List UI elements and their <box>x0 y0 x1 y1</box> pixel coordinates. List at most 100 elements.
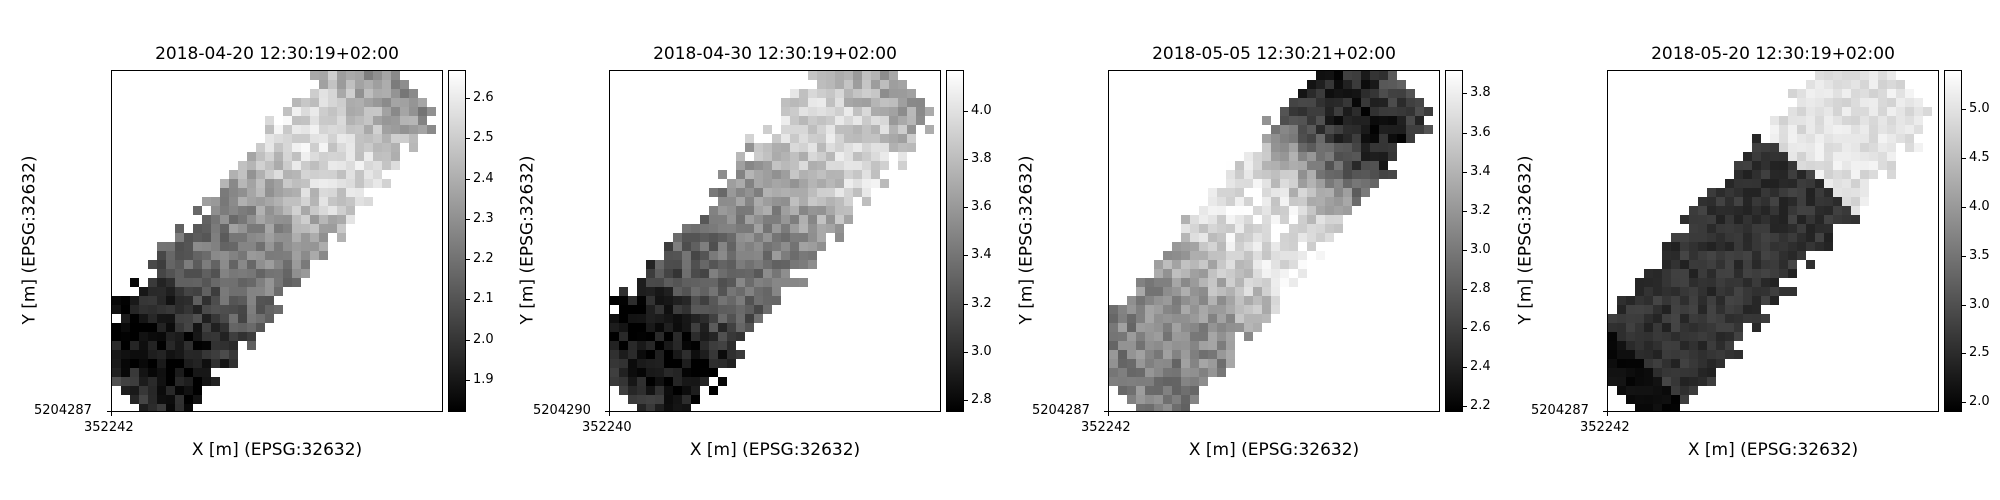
heatmap-cell <box>166 395 175 404</box>
colorbar-tick-label: 4.0 <box>1969 199 1990 214</box>
heatmap-cell <box>1887 152 1896 161</box>
heatmap-cell <box>247 323 256 332</box>
heatmap-cell <box>1271 134 1280 143</box>
heatmap-cell <box>418 125 427 134</box>
heatmap-cell <box>1109 350 1118 359</box>
heatmap-cell <box>319 143 328 152</box>
heatmap-cells <box>610 71 934 411</box>
heatmap-cell <box>1271 260 1280 269</box>
heatmap-cell <box>682 395 691 404</box>
heatmap-cell <box>1352 152 1361 161</box>
heatmap-cell <box>373 143 382 152</box>
heatmap-cell <box>1208 278 1217 287</box>
heatmap-cell <box>1716 251 1725 260</box>
heatmap-cell <box>220 323 229 332</box>
heatmap-cell <box>148 341 157 350</box>
heatmap-cell <box>925 125 934 134</box>
heatmap-cell <box>1406 116 1415 125</box>
heatmap-cell <box>835 134 844 143</box>
heatmap-cell <box>112 341 121 350</box>
heatmap-cell <box>691 395 700 404</box>
heatmap-cell <box>1707 206 1716 215</box>
heatmap-cell <box>166 260 175 269</box>
chart-title: 2018-05-20 12:30:19+02:00 <box>1651 44 1895 64</box>
heatmap-cell <box>184 233 193 242</box>
heatmap-cell <box>817 80 826 89</box>
heatmap-cell <box>1325 134 1334 143</box>
heatmap-cell <box>247 296 256 305</box>
heatmap-cell <box>1662 350 1671 359</box>
colorbar-tick-mark <box>466 340 470 341</box>
heatmap-cell <box>871 143 880 152</box>
heatmap-cell <box>772 179 781 188</box>
heatmap-cell <box>1707 224 1716 233</box>
heatmap-cell <box>355 125 364 134</box>
heatmap-cell <box>682 287 691 296</box>
heatmap-cell <box>1806 125 1815 134</box>
heatmap-cell <box>700 251 709 260</box>
heatmap-cell <box>862 197 871 206</box>
heatmap-cell <box>1806 80 1815 89</box>
heatmap-cell <box>1644 404 1653 411</box>
heatmap-cell <box>718 269 727 278</box>
heatmap-cell <box>745 305 754 314</box>
heatmap-cell <box>1172 278 1181 287</box>
heatmap-cell <box>238 224 247 233</box>
heatmap-cell <box>763 215 772 224</box>
heatmap-cell <box>238 314 247 323</box>
heatmap-cell <box>121 323 130 332</box>
heatmap-cell <box>1343 98 1352 107</box>
heatmap-cell <box>727 233 736 242</box>
heatmap-cell <box>292 188 301 197</box>
heatmap-cell <box>1172 296 1181 305</box>
heatmap-cell <box>1388 80 1397 89</box>
heatmap-cell <box>664 359 673 368</box>
heatmap-cell <box>1797 188 1806 197</box>
heatmap-cell <box>1797 107 1806 116</box>
heatmap-cell <box>1761 314 1770 323</box>
heatmap-cell <box>1397 116 1406 125</box>
heatmap-cell <box>1752 224 1761 233</box>
heatmap-cell <box>1671 278 1680 287</box>
heatmap-cell <box>1379 89 1388 98</box>
colorbar-tick-mark <box>1463 406 1467 407</box>
heatmap-cell <box>1833 71 1842 80</box>
heatmap-cell <box>718 224 727 233</box>
heatmap-cell <box>880 80 889 89</box>
heatmap-cell <box>1743 161 1752 170</box>
heatmap-cell <box>700 242 709 251</box>
heatmap-cell <box>817 206 826 215</box>
heatmap-cell <box>1253 260 1262 269</box>
heatmap-cell <box>1806 224 1815 233</box>
heatmap-cell <box>691 359 700 368</box>
heatmap-cell <box>382 71 391 80</box>
heatmap-cell <box>193 377 202 386</box>
heatmap-cell <box>1163 251 1172 260</box>
heatmap-cell <box>1860 188 1869 197</box>
heatmap-cell <box>1352 161 1361 170</box>
heatmap-cell <box>1424 125 1433 134</box>
heatmap-cell <box>718 251 727 260</box>
heatmap-cell <box>1127 305 1136 314</box>
heatmap-cell <box>1779 224 1788 233</box>
heatmap-cell <box>310 179 319 188</box>
heatmap-cell <box>1707 197 1716 206</box>
heatmap-cell <box>1806 179 1815 188</box>
heatmap-cell <box>1869 71 1878 80</box>
heatmap-cell <box>157 278 166 287</box>
heatmap-cell <box>1262 206 1271 215</box>
heatmap-cell <box>310 224 319 233</box>
heatmap-cell <box>1788 134 1797 143</box>
heatmap-cell <box>1316 80 1325 89</box>
heatmap-cell <box>1145 332 1154 341</box>
heatmap-cell <box>1325 197 1334 206</box>
heatmap-cell <box>1842 80 1851 89</box>
chart-title: 2018-04-20 12:30:19+02:00 <box>155 44 399 64</box>
heatmap-cell <box>346 98 355 107</box>
heatmap-cell <box>1325 89 1334 98</box>
y-axis-label: Y [m] (EPSG:32632) <box>1515 155 1536 325</box>
heatmap-cell <box>238 323 247 332</box>
heatmap-cell <box>817 152 826 161</box>
colorbar-tick-label: 2.3 <box>473 211 494 226</box>
heatmap-cell <box>1217 350 1226 359</box>
